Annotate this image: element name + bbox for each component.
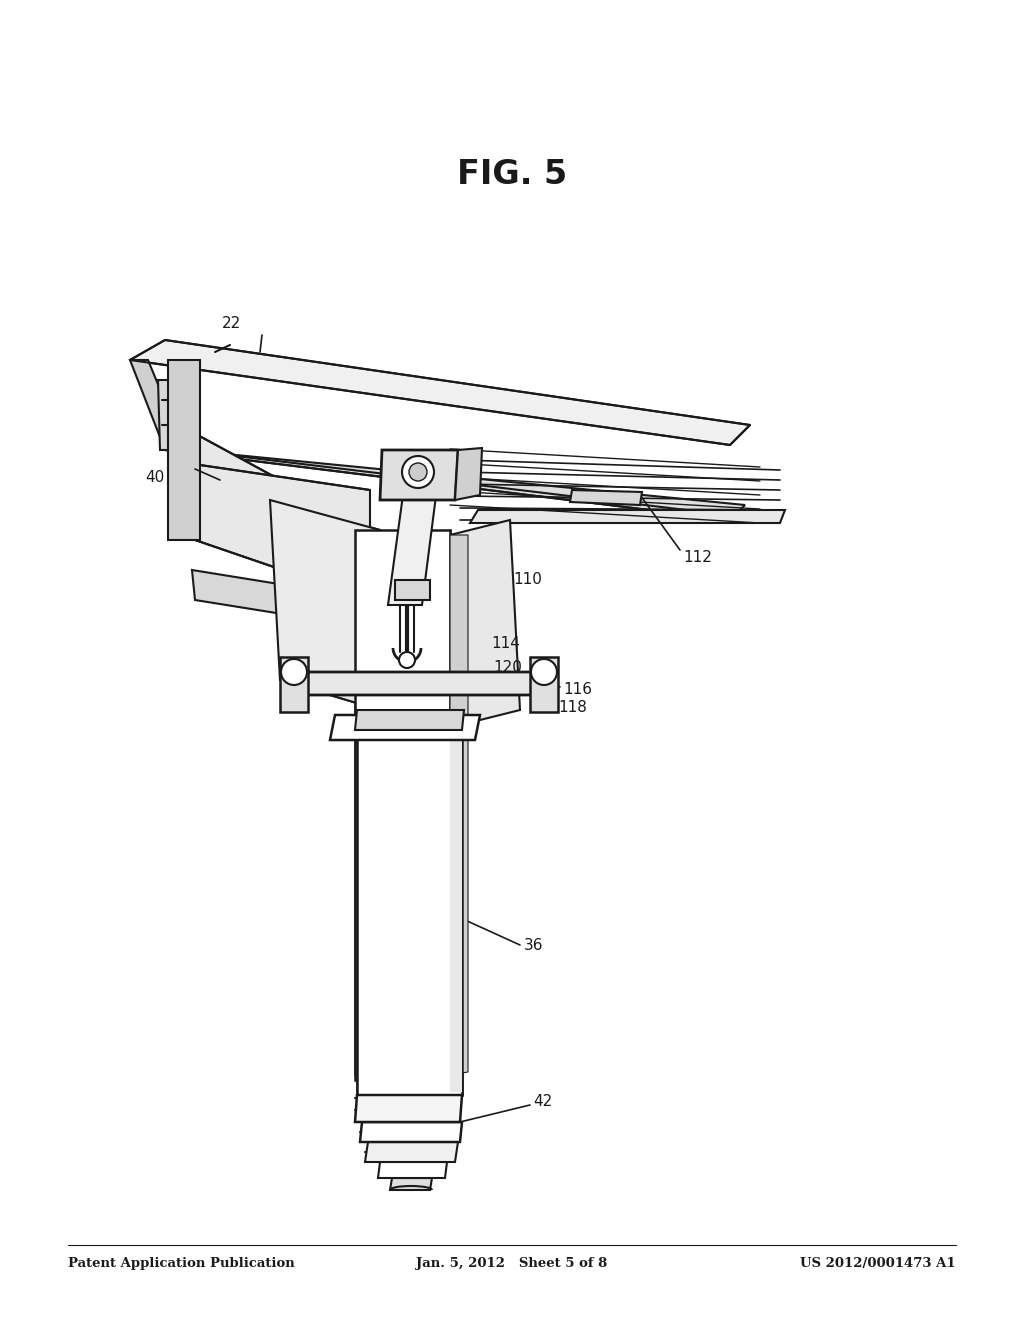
Polygon shape xyxy=(355,710,464,730)
Text: US 2012/0001473 A1: US 2012/0001473 A1 xyxy=(801,1257,956,1270)
Circle shape xyxy=(531,659,557,685)
Polygon shape xyxy=(390,1177,432,1191)
Polygon shape xyxy=(165,450,745,520)
Circle shape xyxy=(399,652,415,668)
Circle shape xyxy=(409,463,427,480)
Text: Jan. 5, 2012   Sheet 5 of 8: Jan. 5, 2012 Sheet 5 of 8 xyxy=(417,1257,607,1270)
Circle shape xyxy=(281,659,307,685)
Polygon shape xyxy=(570,490,642,506)
Text: 114: 114 xyxy=(490,636,520,652)
Polygon shape xyxy=(280,657,308,711)
Polygon shape xyxy=(388,480,438,605)
Text: 120: 120 xyxy=(493,660,522,675)
Text: 36: 36 xyxy=(524,939,544,953)
Polygon shape xyxy=(355,1096,462,1122)
Polygon shape xyxy=(428,470,465,488)
Polygon shape xyxy=(365,1142,458,1162)
Polygon shape xyxy=(130,360,185,450)
Text: Patent Application Publication: Patent Application Publication xyxy=(68,1257,295,1270)
Circle shape xyxy=(402,455,434,488)
Polygon shape xyxy=(530,657,558,711)
Text: 112: 112 xyxy=(683,549,712,565)
Polygon shape xyxy=(355,531,450,1080)
Polygon shape xyxy=(378,1162,447,1177)
Text: 40: 40 xyxy=(145,470,164,484)
Polygon shape xyxy=(430,520,520,730)
Polygon shape xyxy=(450,723,462,1092)
Polygon shape xyxy=(330,715,480,741)
Polygon shape xyxy=(455,447,482,500)
Polygon shape xyxy=(130,341,750,445)
Polygon shape xyxy=(193,570,319,620)
Text: FIG. 5: FIG. 5 xyxy=(457,158,567,191)
Polygon shape xyxy=(360,1122,462,1142)
Polygon shape xyxy=(470,510,785,523)
Polygon shape xyxy=(395,579,430,601)
Polygon shape xyxy=(270,500,380,710)
Polygon shape xyxy=(195,465,370,601)
Text: 116: 116 xyxy=(563,681,592,697)
Polygon shape xyxy=(168,360,200,540)
Polygon shape xyxy=(158,380,200,450)
Polygon shape xyxy=(288,672,542,696)
Polygon shape xyxy=(450,535,468,1074)
Text: 42: 42 xyxy=(534,1094,552,1110)
Text: 118: 118 xyxy=(558,701,587,715)
Polygon shape xyxy=(168,420,310,520)
Text: 22: 22 xyxy=(222,315,242,330)
Text: 110: 110 xyxy=(513,573,542,587)
Polygon shape xyxy=(380,450,458,500)
Polygon shape xyxy=(357,719,462,1096)
